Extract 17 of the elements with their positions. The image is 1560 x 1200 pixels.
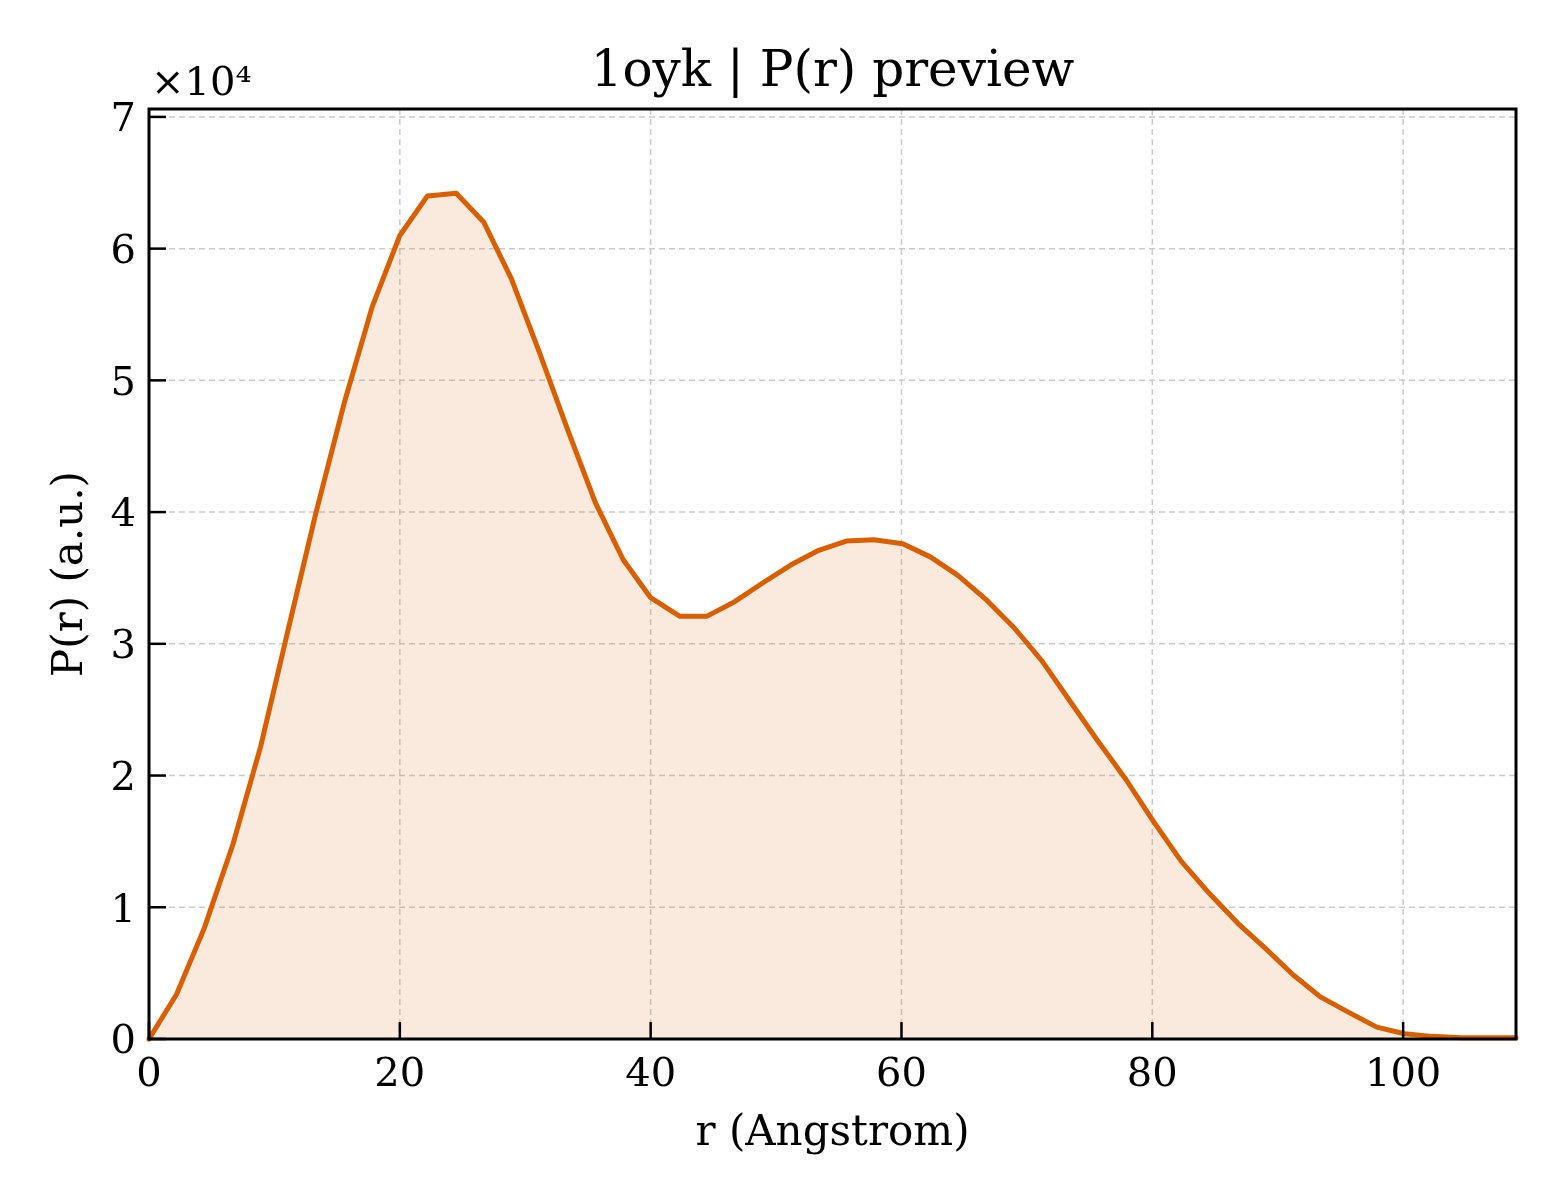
x-tick-label: 60 bbox=[876, 1049, 927, 1095]
x-tick-label: 100 bbox=[1364, 1049, 1442, 1095]
y-tick-label: 5 bbox=[110, 357, 136, 404]
y-tick-label: 1 bbox=[110, 884, 136, 931]
y-tick-label: 4 bbox=[110, 489, 136, 536]
text: ×10⁴ bbox=[151, 58, 252, 104]
y-tick-label: 3 bbox=[110, 621, 136, 668]
x-tick-label: 20 bbox=[374, 1049, 426, 1095]
y-tick-label: 7 bbox=[110, 94, 136, 141]
y-tick-label: 6 bbox=[110, 226, 136, 273]
y-axis-title: P(r) (a.u.) bbox=[43, 470, 92, 678]
y-tick-label: 0 bbox=[110, 1016, 136, 1063]
x-tick-label: 80 bbox=[1126, 1049, 1178, 1095]
chart-title: 1oyk | P(r) preview bbox=[590, 40, 1075, 98]
x-axis-title: r (Angstrom) bbox=[695, 1106, 970, 1155]
x-tick-label: 40 bbox=[625, 1049, 677, 1095]
y-tick-label: 2 bbox=[110, 752, 136, 799]
